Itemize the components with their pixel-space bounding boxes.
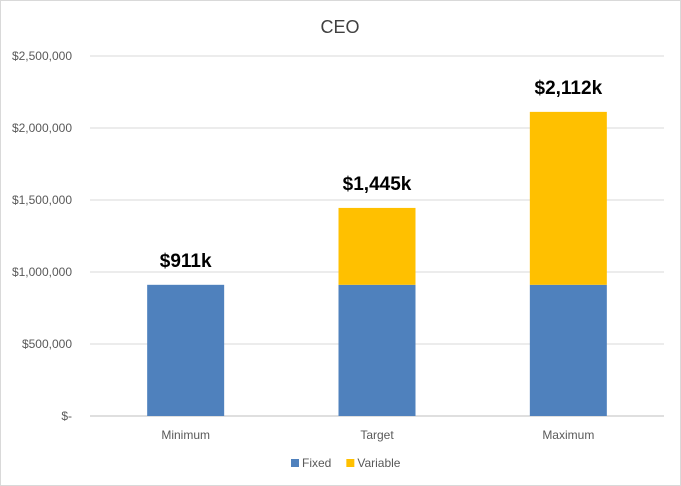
legend-label-variable: Variable <box>357 456 400 470</box>
bar-fixed-minimum <box>147 284 225 416</box>
bar-variable-maximum <box>529 111 607 285</box>
total-label-target: $1,445k <box>343 174 412 195</box>
bars <box>147 111 607 416</box>
bar-fixed-maximum <box>529 284 607 416</box>
legend-swatch-variable <box>346 459 355 467</box>
y-tick-label: $500,000 <box>22 337 72 351</box>
x-tick-label: Minimum <box>161 428 210 442</box>
data-labels: $911k $1,445k $2,112k <box>160 78 603 272</box>
bar-fixed-target <box>338 284 416 416</box>
legend-swatch-fixed <box>291 459 299 467</box>
y-tick-label: $1,000,000 <box>12 265 72 279</box>
y-axis-tick-labels: $- $500,000 $1,000,000 $1,500,000 $2,000,000… <box>12 49 72 423</box>
total-label-minimum: $911k <box>160 251 212 272</box>
legend: Fixed Variable <box>291 456 401 470</box>
x-tick-label: Maximum <box>542 428 594 442</box>
y-tick-label: $1,500,000 <box>12 193 72 207</box>
chart-title: CEO <box>320 17 359 37</box>
x-axis-tick-labels: Minimum Target Maximum <box>161 428 594 442</box>
total-label-maximum: $2,112k <box>535 78 603 99</box>
legend-label-fixed: Fixed <box>302 456 331 470</box>
x-tick-label: Target <box>360 428 394 442</box>
y-tick-label: $- <box>61 409 72 423</box>
y-tick-label: $2,500,000 <box>12 49 72 63</box>
bar-variable-target <box>338 207 416 285</box>
y-tick-label: $2,000,000 <box>12 121 72 135</box>
